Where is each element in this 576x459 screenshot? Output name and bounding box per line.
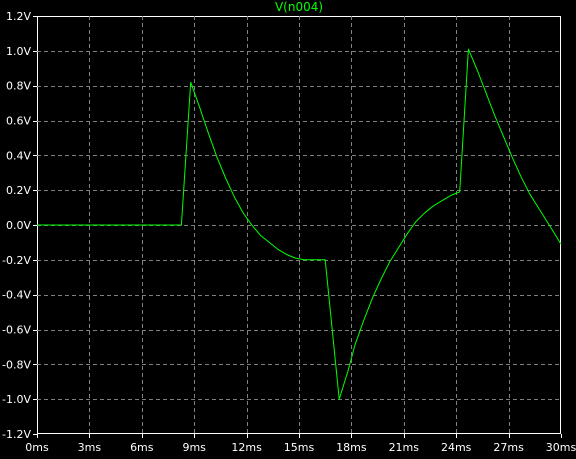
- x-tick-label: 18ms: [336, 441, 367, 454]
- grid-lines: [37, 16, 561, 434]
- y-tick-label: 1.0V: [6, 45, 31, 58]
- y-tick-label: -0.8V: [2, 358, 31, 371]
- y-axis-tick-labels: 1.2V 1.0V 0.8V 0.6V 0.4V 0.2V 0.0V -0.2V -0.4V -0…: [2, 10, 37, 441]
- x-tick-label: 3ms: [78, 441, 102, 454]
- trace-title[interactable]: V(n004): [275, 0, 323, 14]
- trace-layer: [37, 48, 562, 400]
- x-axis-tick-labels: 0ms 3ms 6ms 9ms 12ms 15ms 18ms 21ms 24ms 27ms 30ms: [25, 434, 576, 454]
- y-tick-label: 0.8V: [6, 80, 31, 93]
- y-tick-label: -1.2V: [2, 428, 31, 441]
- y-tick-label: 0.0V: [6, 219, 31, 232]
- y-tick-label: 0.2V: [6, 184, 31, 197]
- y-tick-label: 0.6V: [6, 115, 31, 128]
- y-tick-label: 0.4V: [6, 149, 31, 162]
- x-tick-label: 9ms: [182, 441, 206, 454]
- y-tick-label: -0.6V: [2, 324, 31, 337]
- x-tick-label: 15ms: [284, 441, 315, 454]
- y-tick-label: -0.4V: [2, 289, 31, 302]
- x-tick-label: 24ms: [441, 441, 472, 454]
- y-tick-label: -0.2V: [2, 254, 31, 267]
- y-tick-label: 1.2V: [6, 10, 31, 23]
- x-tick-label: 21ms: [389, 441, 420, 454]
- series-line: [37, 48, 562, 400]
- x-tick-label: 6ms: [130, 441, 154, 454]
- x-tick-label: 30ms: [546, 441, 576, 454]
- y-tick-label: -1.0V: [2, 393, 31, 406]
- x-tick-label: 12ms: [231, 441, 262, 454]
- x-tick-label: 0ms: [25, 441, 49, 454]
- x-tick-label: 27ms: [493, 441, 524, 454]
